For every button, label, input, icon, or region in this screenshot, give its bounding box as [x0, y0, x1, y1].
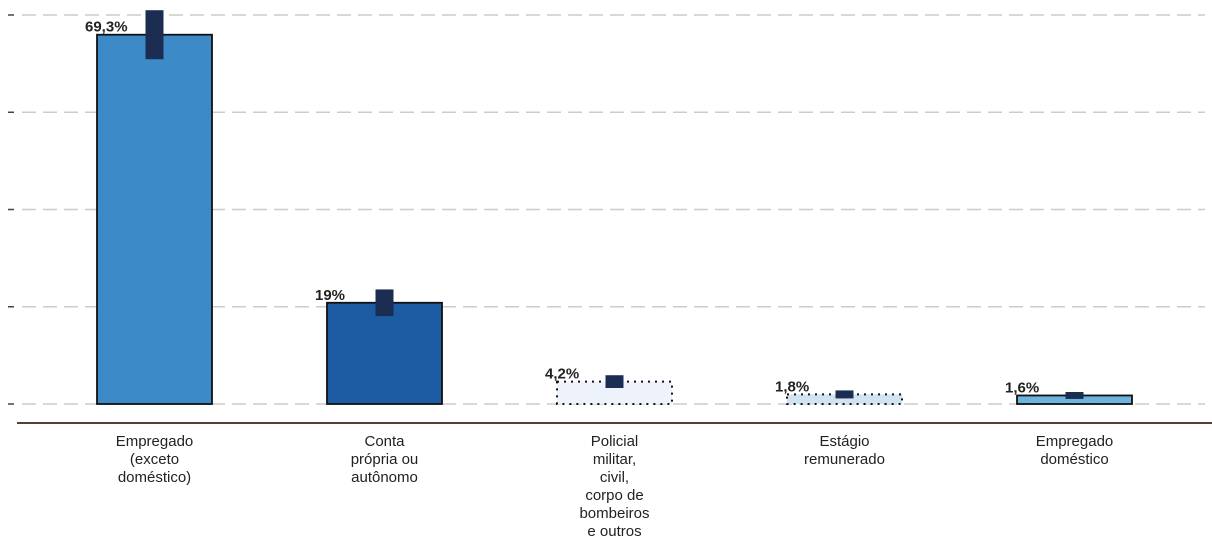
- value-label: 4,2%: [545, 366, 579, 383]
- x-tick-label: Estágio remunerado: [804, 433, 885, 468]
- x-tick-label: Empregado doméstico: [1035, 433, 1114, 468]
- error-bar: [145, 10, 164, 60]
- error-bar: [1065, 392, 1084, 399]
- value-label: 1,6%: [1005, 379, 1039, 396]
- bar: [326, 301, 443, 405]
- error-bar: [835, 390, 854, 399]
- x-tick-label: Empregado (exceto doméstico): [115, 433, 194, 486]
- value-label: 1,8%: [775, 378, 809, 395]
- x-tick-label: Conta própria ou autônomo: [350, 433, 419, 486]
- x-tick-label: Policial militar, civil, corpo de bombei…: [579, 433, 650, 540]
- value-label: 69,3%: [85, 19, 128, 36]
- error-bar: [605, 375, 624, 389]
- value-label: 19%: [315, 287, 345, 304]
- error-bar: [375, 289, 394, 317]
- bar: [96, 33, 213, 405]
